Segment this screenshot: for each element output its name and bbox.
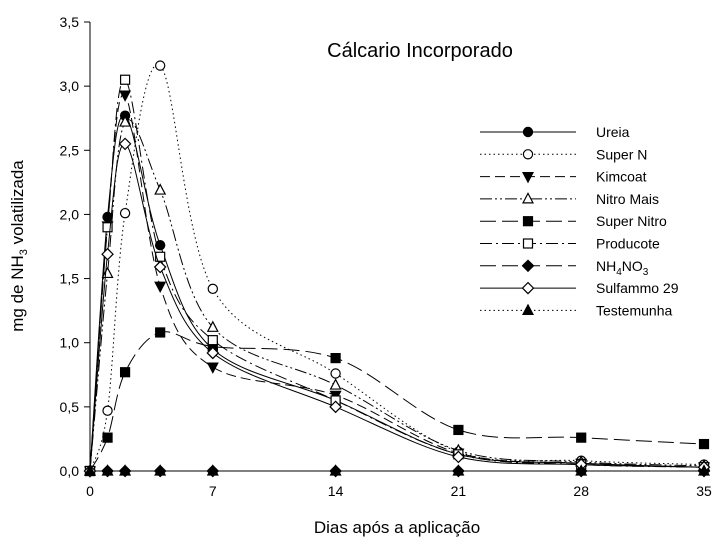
ticks: 0,0 0,5 1,0 1,5 2,0 2,5 3,0 3,5 0 7 14 21 28 35 <box>60 14 712 499</box>
data-point-producote <box>119 74 131 85</box>
legend-label: Ureia <box>596 124 630 140</box>
data-point-super-nitro <box>576 432 587 443</box>
data-point-super-n <box>154 60 166 71</box>
legend: Ureia Super N Kimcoat Nitro Mais Super Nitro… <box>480 124 679 318</box>
data-point-super-n <box>207 283 218 295</box>
legend-item-kimcoat: Kimcoat <box>480 169 647 185</box>
legend-marker <box>522 216 534 227</box>
legend-item-ureia: Ureia <box>480 124 630 140</box>
legend-label: NH4NO3 <box>596 258 649 278</box>
y-axis-title-sub: 3 <box>18 249 30 255</box>
data-point-sulfammo-29 <box>206 346 220 360</box>
y-tick-label: 1,5 <box>60 271 80 287</box>
data-point-testemunha <box>329 464 342 476</box>
legend-label: Super Nitro <box>596 213 667 229</box>
y-tick-label: 3,5 <box>60 14 80 30</box>
x-tick-label: 7 <box>209 483 217 499</box>
data-point-testemunha <box>154 464 167 476</box>
series-testemunha <box>84 464 710 476</box>
series-line-nitro-mais <box>89 119 705 472</box>
data-point-producote <box>207 335 218 346</box>
legend-label: Kimcoat <box>596 169 647 185</box>
legend-marker <box>522 238 534 249</box>
data-point-testemunha <box>119 464 132 476</box>
data-point-nitro-mais <box>119 115 132 127</box>
data-point-nitro-mais <box>206 320 219 332</box>
y-axis-title: mg de NH3 volatilizada <box>8 160 30 332</box>
legend-item-nh4no3: NH4NO3 <box>480 258 649 278</box>
data-point-testemunha <box>452 464 465 476</box>
y-tick-label: 0,5 <box>60 399 80 415</box>
y-tick-label: 3,0 <box>60 78 80 94</box>
series-line-producote <box>89 79 705 472</box>
legend-label: Sulfammo 29 <box>596 280 679 296</box>
y-tick-label: 0,0 <box>60 463 80 479</box>
legend-item-testemunha: Testemunha <box>480 302 672 318</box>
data-point-super-n <box>102 405 113 416</box>
legend-label: Testemunha <box>596 302 672 318</box>
data-point-testemunha <box>698 464 710 476</box>
data-point-sulfammo-29 <box>118 137 132 151</box>
legend-item-super-n: Super N <box>480 146 647 162</box>
legend-marker <box>522 149 534 160</box>
data-point-super-nitro <box>698 438 710 450</box>
data-point-super-nitro <box>330 353 341 364</box>
legend-label: Super N <box>596 146 647 162</box>
data-point-kimcoat <box>119 90 132 102</box>
y-tick-label: 2,0 <box>60 206 80 222</box>
data-point-testemunha <box>101 464 114 476</box>
x-tick-label: 21 <box>451 483 467 499</box>
data-point-testemunha <box>206 464 219 476</box>
series-line-super-nitro <box>89 331 705 472</box>
data-point-super-nitro <box>119 367 131 378</box>
x-tick-label: 14 <box>328 483 344 499</box>
series-layer <box>83 60 711 478</box>
series-super-nitro <box>84 327 710 477</box>
x-tick-label: 28 <box>573 483 589 499</box>
x-tick-label: 0 <box>86 483 94 499</box>
legend-marker <box>522 126 534 138</box>
data-point-super-nitro <box>453 424 464 436</box>
legend-item-producote: Producote <box>480 236 660 252</box>
x-axis-title: Dias após a aplicação <box>314 518 480 537</box>
data-point-super-n <box>330 368 341 379</box>
y-axis-title-post: volatilizada <box>8 160 27 249</box>
data-point-sulfammo-29 <box>153 260 167 274</box>
legend-item-sulfammo-29: Sulfammo 29 <box>480 280 679 296</box>
legend-marker <box>522 192 534 204</box>
data-point-kimcoat <box>206 362 219 374</box>
y-axis-title-pre: mg de NH <box>8 255 27 332</box>
data-point-testemunha <box>575 464 588 476</box>
data-point-kimcoat <box>154 281 167 294</box>
data-point-nitro-mais <box>329 378 342 390</box>
legend-marker <box>522 303 534 315</box>
data-point-super-nitro <box>155 327 166 338</box>
data-point-sulfammo-29 <box>101 247 114 261</box>
chart-title: Cálcario Incorporado <box>327 40 513 62</box>
data-point-sulfammo-29 <box>452 450 465 464</box>
legend-marker <box>522 172 534 184</box>
data-point-nitro-mais <box>154 183 167 195</box>
legend-label: Producote <box>596 236 660 252</box>
legend-marker <box>521 259 535 273</box>
x-tick-label: 35 <box>696 483 712 499</box>
legend-label: Nitro Mais <box>596 191 659 207</box>
data-point-producote <box>102 222 113 233</box>
data-point-testemunha <box>84 464 96 476</box>
legend-marker <box>521 281 535 295</box>
data-point-super-nitro <box>102 432 113 443</box>
legend-item-nitro-mais: Nitro Mais <box>480 191 659 207</box>
data-point-ureia <box>154 240 166 251</box>
y-tick-label: 2,5 <box>60 142 80 158</box>
data-point-super-n <box>119 207 131 219</box>
y-tick-label: 1,0 <box>60 335 80 351</box>
data-point-sulfammo-29 <box>329 400 342 414</box>
legend-item-super-nitro: Super Nitro <box>480 213 667 229</box>
